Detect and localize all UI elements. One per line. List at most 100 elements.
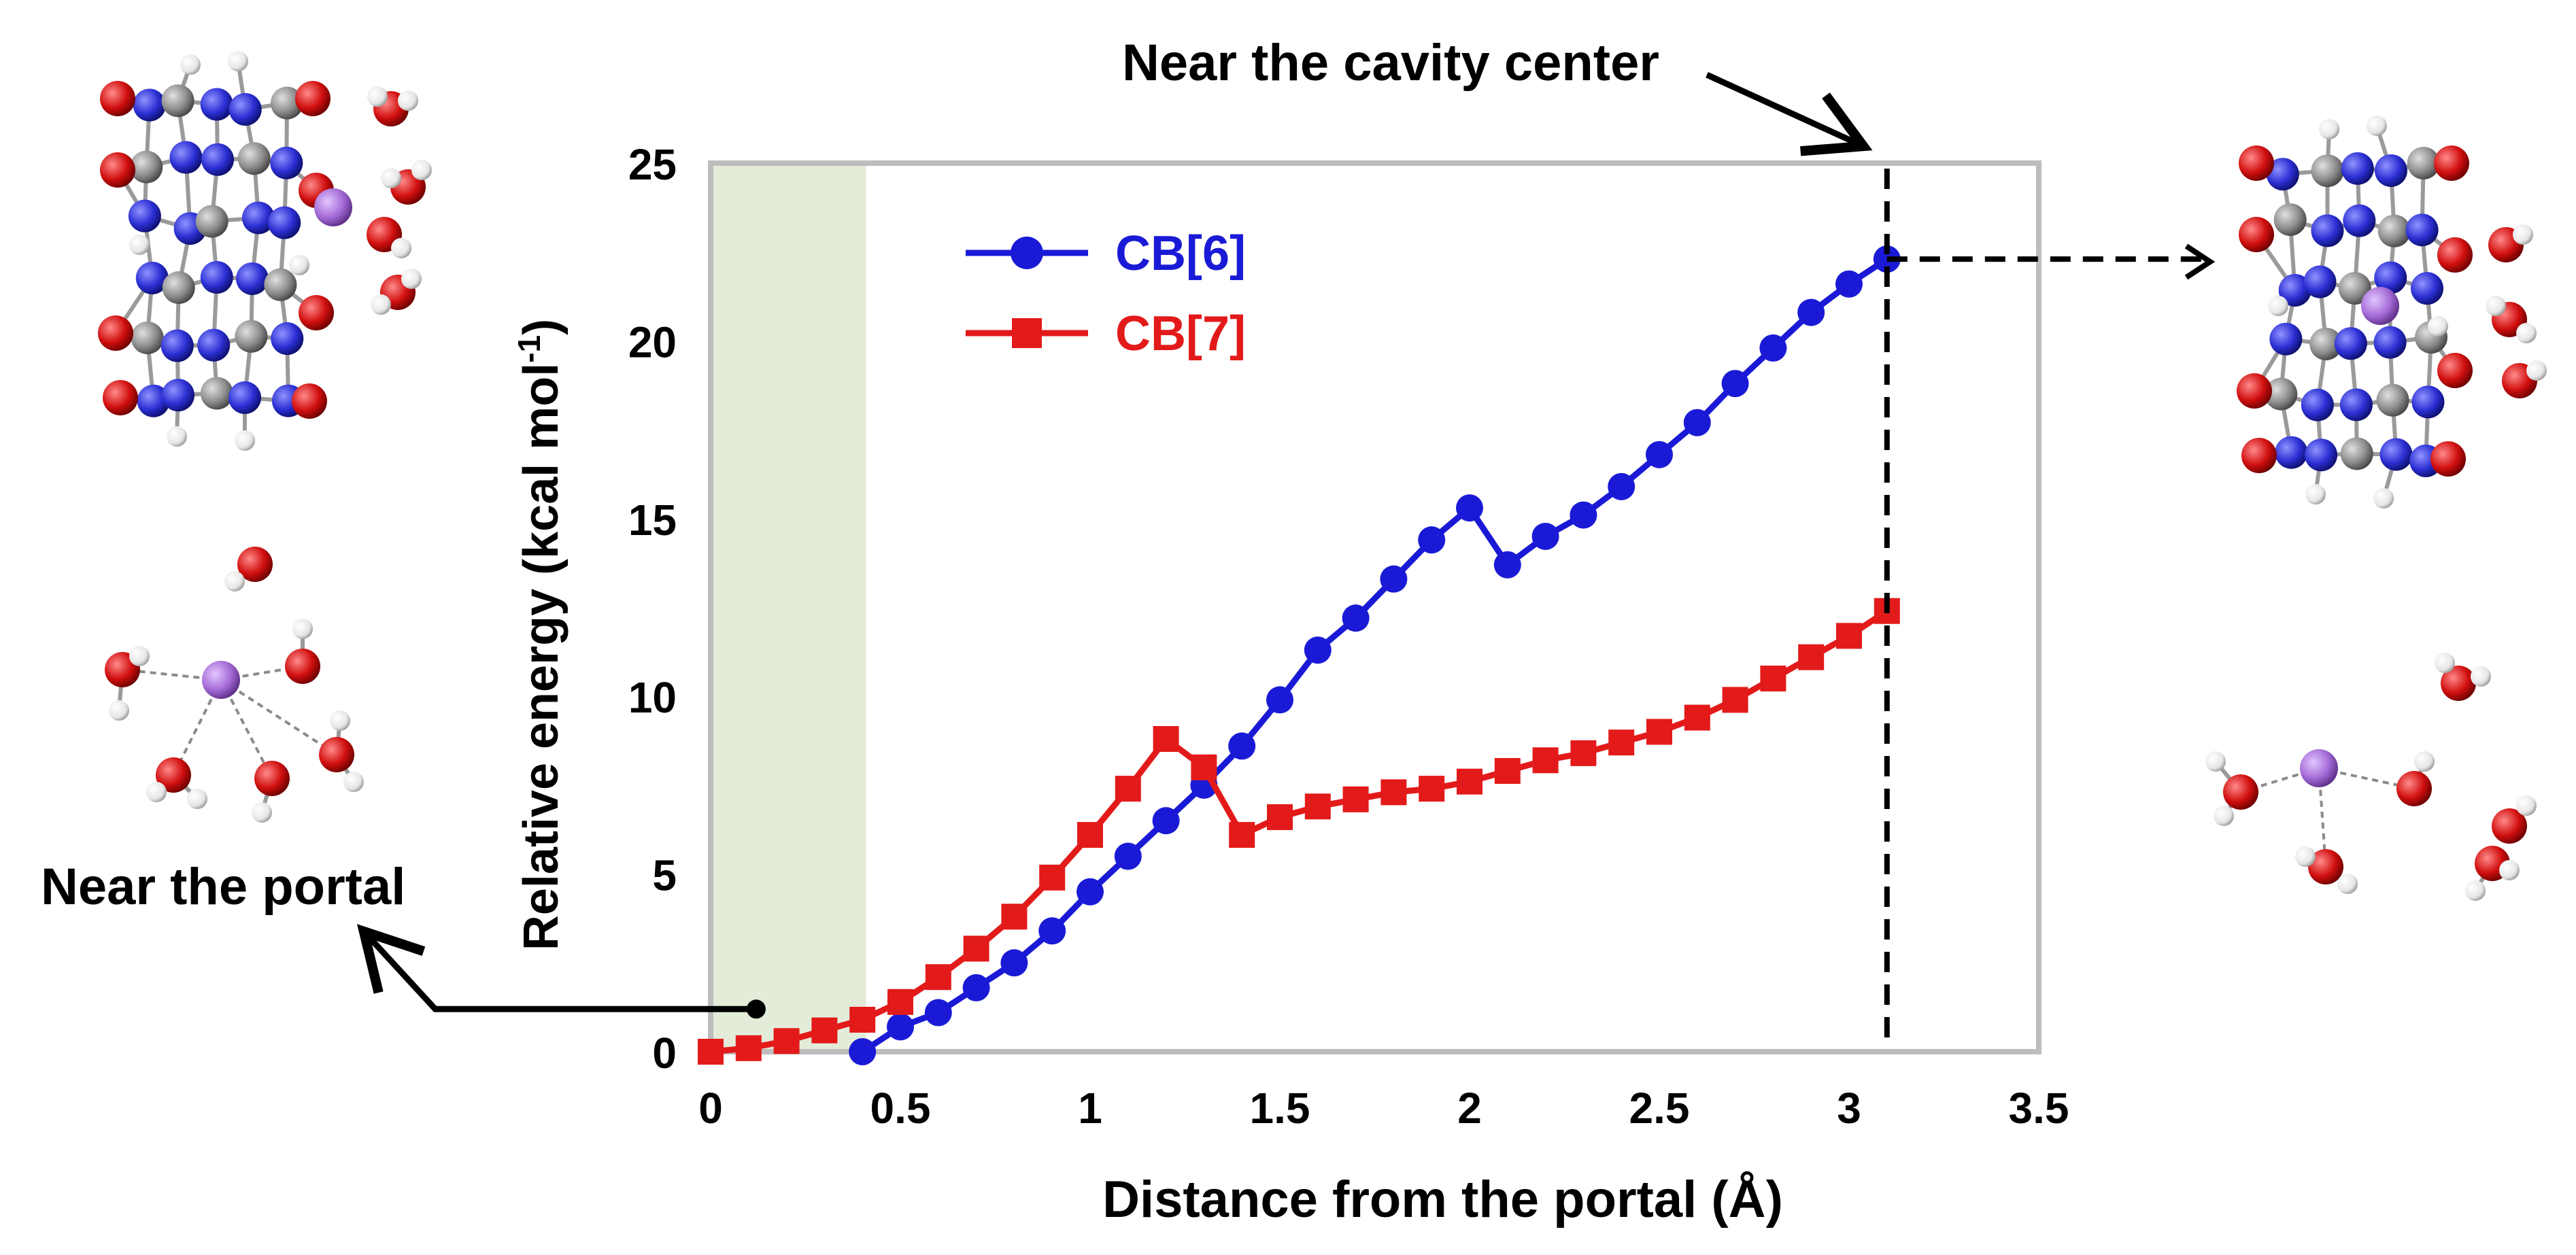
carbon-atom [237, 142, 271, 175]
data-point-cb7 [963, 935, 989, 962]
nitrogen-atom [2405, 213, 2439, 247]
cavity-arrow-head [2184, 243, 2216, 280]
hydrogen-atom [401, 269, 422, 289]
carbon-atom [130, 150, 163, 184]
data-point-cb6 [1077, 878, 1104, 906]
nitrogen-atom [137, 384, 170, 417]
data-point-cb6 [1038, 917, 1066, 945]
nitrogen-atom [200, 260, 233, 294]
hydrogen-atom [2268, 296, 2288, 316]
carbon-atom [2265, 377, 2298, 411]
nitrogen-atom [2343, 204, 2376, 237]
oxygen-atom [299, 295, 334, 330]
oxygen-atom [2434, 145, 2469, 181]
hydrogen-atom [146, 782, 167, 802]
x-tick-label: 2.5 [1629, 1084, 1690, 1133]
data-point-cb6 [849, 1038, 877, 1065]
carbon-atom [270, 86, 303, 120]
data-point-cb6 [1152, 807, 1180, 835]
oxygen-atom [2223, 774, 2258, 810]
data-point-cb6 [887, 1013, 914, 1041]
y-tick-label: 20 [628, 317, 677, 366]
data-point-cb7 [1684, 704, 1710, 731]
nitrogen-atom [268, 206, 301, 239]
data-point-cb6 [1531, 522, 1559, 550]
oxygen-atom [100, 81, 135, 116]
nitrogen-atom [2275, 436, 2308, 469]
y-tick-label: 25 [628, 140, 677, 189]
data-point-cb7 [1342, 786, 1369, 812]
data-point-cb6 [1493, 551, 1521, 579]
hydrogen-atom [2428, 316, 2448, 337]
carbon-atom [195, 205, 228, 238]
data-point-cb7 [1001, 904, 1028, 930]
portal-region-shading [711, 163, 866, 1052]
oxygen-atom [2430, 441, 2466, 477]
hydrogen-atom [2516, 323, 2537, 343]
data-point-cb7 [925, 964, 951, 991]
data-point-cb7 [1304, 793, 1331, 820]
carbon-atom [2407, 146, 2440, 179]
nitrogen-atom [2411, 385, 2445, 419]
nitrogen-atom [228, 92, 262, 126]
hydrogen-atom [2516, 795, 2537, 816]
oxygen-atom [2239, 145, 2274, 181]
data-point-cb6 [1342, 604, 1370, 632]
plot-area [708, 160, 2041, 1054]
hydrogen-atom [2471, 666, 2491, 687]
nitrogen-atom [2373, 326, 2407, 359]
data-point-cb7 [887, 988, 913, 1015]
oxygen-atom [292, 383, 327, 419]
hydrogen-atom [109, 700, 129, 721]
oxygen-atom [295, 81, 331, 116]
legend-marker-cb6 [1011, 237, 1043, 269]
nitrogen-atom [2269, 322, 2303, 356]
hydrogen-atom [167, 426, 187, 447]
oxygen-atom [254, 761, 290, 796]
data-point-cb7 [735, 1035, 762, 1061]
data-point-cb7 [1608, 729, 1635, 756]
hydrogen-atom [2305, 484, 2326, 504]
nitrogen-atom [161, 379, 194, 412]
data-point-cb7 [773, 1028, 800, 1054]
hydrogen-atom [2499, 860, 2520, 880]
carbon-atom [161, 84, 194, 118]
data-point-cb6 [1570, 501, 1597, 529]
annotations: Near the cavity center Near the portal [41, 34, 2216, 1044]
hydrogen-atom [2513, 224, 2533, 245]
hydrogen-atom [235, 430, 255, 451]
data-point-cb7 [1836, 623, 1862, 649]
oxygen-atom [285, 649, 320, 684]
oxygen-atom [2396, 771, 2432, 806]
guest-ion-atom [314, 188, 352, 226]
carbon-atom [200, 377, 233, 410]
x-tick-label: 3 [1837, 1084, 1861, 1133]
carbon-atom [2340, 437, 2373, 470]
oxygen-atom [2437, 237, 2473, 273]
nitrogen-atom [2311, 214, 2344, 247]
hydrogen-atom [292, 619, 313, 639]
hydrogen-atom [391, 238, 411, 258]
nitrogen-atom [236, 262, 269, 295]
carbon-atom [2273, 203, 2307, 237]
hydrogen-atom [398, 90, 418, 111]
data-point-cb6 [1608, 472, 1636, 500]
hydrogen-atom [2337, 874, 2358, 894]
nitrogen-atom [2339, 388, 2373, 422]
hydrogen-atom [224, 571, 245, 591]
nitrogen-atom [201, 143, 234, 176]
data-point-cb7 [1191, 754, 1217, 780]
oxygen-atom [237, 547, 273, 582]
legend-label-cb6: CB[6] [1115, 226, 1246, 281]
data-point-cb7 [1153, 725, 1179, 752]
guest-ion-atom [2361, 287, 2399, 325]
oxygen-atom [2492, 808, 2527, 844]
hydrogen-atom [381, 168, 401, 188]
oxygen-atom [2237, 373, 2272, 409]
hydrogen-atom [2319, 119, 2339, 139]
nitrogen-atom [200, 88, 233, 121]
data-point-cb7 [1798, 644, 1825, 670]
hydrogen-atom [187, 789, 207, 809]
nitrogen-atom [2301, 388, 2334, 422]
